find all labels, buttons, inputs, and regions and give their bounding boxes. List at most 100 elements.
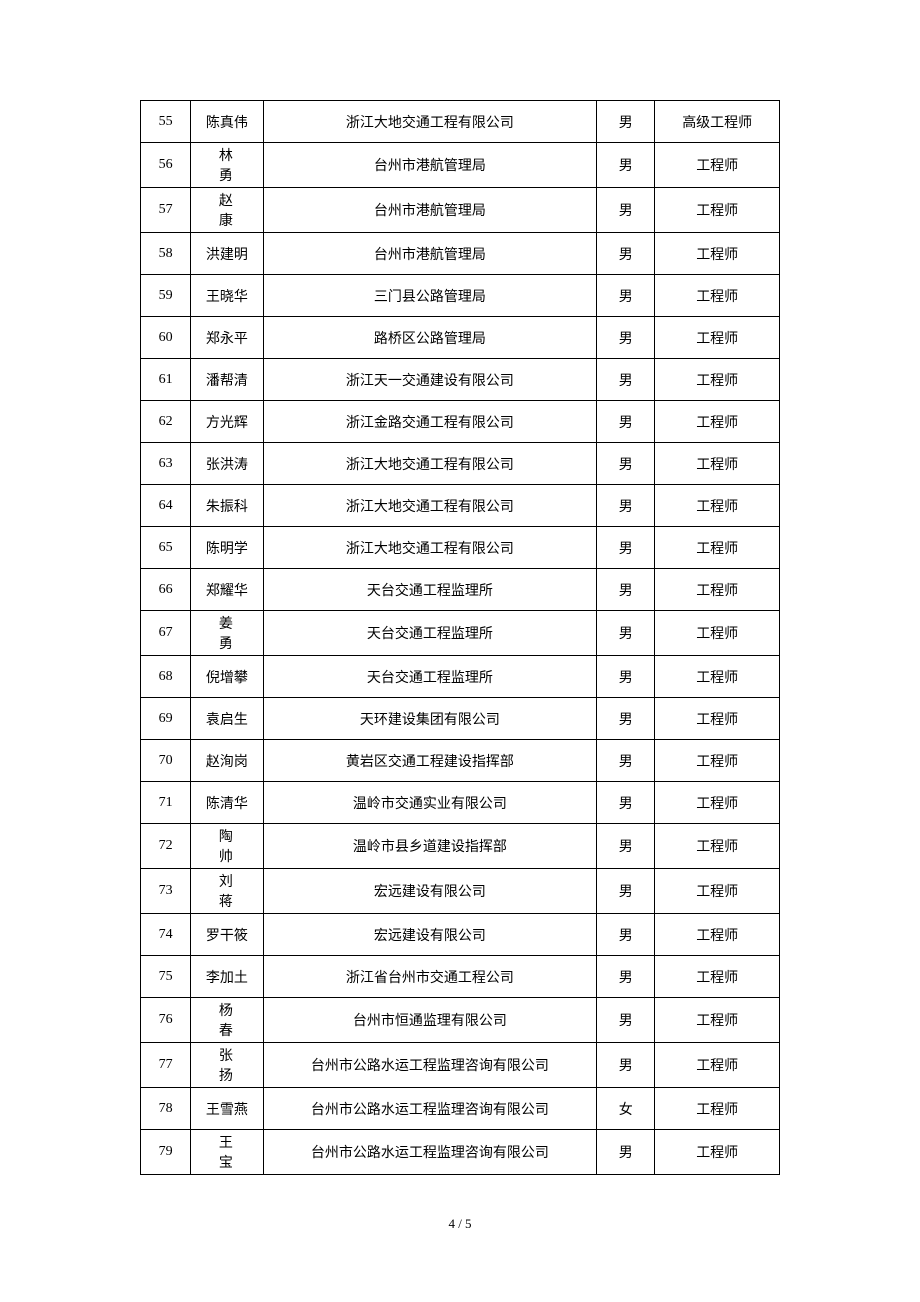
- cell-title: 工程师: [655, 1088, 780, 1130]
- cell-number: 65: [141, 527, 191, 569]
- cell-organization: 浙江大地交通工程有限公司: [263, 527, 597, 569]
- table-row: 69袁启生天环建设集团有限公司男工程师: [141, 698, 780, 740]
- table-row: 64朱振科浙江大地交通工程有限公司男工程师: [141, 485, 780, 527]
- cell-gender: 男: [597, 569, 655, 611]
- cell-gender: 男: [597, 485, 655, 527]
- cell-number: 67: [141, 611, 191, 656]
- cell-title: 工程师: [655, 233, 780, 275]
- cell-number: 60: [141, 317, 191, 359]
- cell-gender: 男: [597, 275, 655, 317]
- table-row: 55陈真伟浙江大地交通工程有限公司男高级工程师: [141, 101, 780, 143]
- cell-title: 工程师: [655, 656, 780, 698]
- cell-number: 72: [141, 824, 191, 869]
- table-row: 58洪建明台州市港航管理局男工程师: [141, 233, 780, 275]
- cell-number: 68: [141, 656, 191, 698]
- table-row: 57赵康台州市港航管理局男工程师: [141, 188, 780, 233]
- cell-gender: 男: [597, 914, 655, 956]
- cell-name: 赵康: [191, 188, 263, 233]
- table-row: 56林勇台州市港航管理局男工程师: [141, 143, 780, 188]
- cell-name: 郑永平: [191, 317, 263, 359]
- cell-number: 74: [141, 914, 191, 956]
- table-body: 55陈真伟浙江大地交通工程有限公司男高级工程师56林勇台州市港航管理局男工程师5…: [141, 101, 780, 1175]
- cell-name: 郑耀华: [191, 569, 263, 611]
- cell-organization: 浙江大地交通工程有限公司: [263, 485, 597, 527]
- cell-name: 李加土: [191, 956, 263, 998]
- cell-number: 63: [141, 443, 191, 485]
- cell-organization: 浙江大地交通工程有限公司: [263, 101, 597, 143]
- cell-title: 工程师: [655, 527, 780, 569]
- cell-organization: 浙江省台州市交通工程公司: [263, 956, 597, 998]
- cell-name: 王晓华: [191, 275, 263, 317]
- cell-gender: 男: [597, 869, 655, 914]
- cell-organization: 温岭市县乡道建设指挥部: [263, 824, 597, 869]
- table-row: 60郑永平路桥区公路管理局男工程师: [141, 317, 780, 359]
- table-row: 77张扬台州市公路水运工程监理咨询有限公司男工程师: [141, 1043, 780, 1088]
- cell-number: 73: [141, 869, 191, 914]
- table-row: 59王晓华三门县公路管理局男工程师: [141, 275, 780, 317]
- table-row: 79王宝台州市公路水运工程监理咨询有限公司男工程师: [141, 1130, 780, 1175]
- cell-gender: 男: [597, 317, 655, 359]
- cell-gender: 男: [597, 611, 655, 656]
- cell-organization: 天台交通工程监理所: [263, 569, 597, 611]
- cell-organization: 天环建设集团有限公司: [263, 698, 597, 740]
- cell-gender: 男: [597, 824, 655, 869]
- cell-organization: 台州市港航管理局: [263, 188, 597, 233]
- cell-number: 69: [141, 698, 191, 740]
- table-row: 72陶帅温岭市县乡道建设指挥部男工程师: [141, 824, 780, 869]
- page-container: 55陈真伟浙江大地交通工程有限公司男高级工程师56林勇台州市港航管理局男工程师5…: [0, 0, 920, 1235]
- cell-name: 袁启生: [191, 698, 263, 740]
- cell-name: 潘帮清: [191, 359, 263, 401]
- cell-gender: 男: [597, 233, 655, 275]
- cell-title: 工程师: [655, 698, 780, 740]
- cell-number: 70: [141, 740, 191, 782]
- table-row: 67姜勇天台交通工程监理所男工程师: [141, 611, 780, 656]
- cell-title: 工程师: [655, 443, 780, 485]
- cell-organization: 天台交通工程监理所: [263, 611, 597, 656]
- cell-title: 工程师: [655, 188, 780, 233]
- cell-organization: 台州市公路水运工程监理咨询有限公司: [263, 1088, 597, 1130]
- cell-organization: 台州市港航管理局: [263, 233, 597, 275]
- cell-number: 62: [141, 401, 191, 443]
- cell-organization: 温岭市交通实业有限公司: [263, 782, 597, 824]
- cell-name: 罗干筱: [191, 914, 263, 956]
- table-row: 78王雪燕台州市公路水运工程监理咨询有限公司女工程师: [141, 1088, 780, 1130]
- cell-gender: 男: [597, 188, 655, 233]
- cell-gender: 男: [597, 143, 655, 188]
- cell-organization: 台州市公路水运工程监理咨询有限公司: [263, 1043, 597, 1088]
- cell-title: 工程师: [655, 824, 780, 869]
- cell-title: 工程师: [655, 485, 780, 527]
- cell-organization: 台州市港航管理局: [263, 143, 597, 188]
- cell-gender: 男: [597, 527, 655, 569]
- table-row: 70赵洵岗黄岩区交通工程建设指挥部男工程师: [141, 740, 780, 782]
- page-number: 4 / 5: [0, 1216, 920, 1232]
- cell-number: 76: [141, 998, 191, 1043]
- cell-title: 工程师: [655, 1043, 780, 1088]
- cell-organization: 黄岩区交通工程建设指挥部: [263, 740, 597, 782]
- cell-number: 59: [141, 275, 191, 317]
- cell-name: 张洪涛: [191, 443, 263, 485]
- cell-name: 杨春: [191, 998, 263, 1043]
- cell-organization: 台州市公路水运工程监理咨询有限公司: [263, 1130, 597, 1175]
- cell-title: 工程师: [655, 740, 780, 782]
- cell-number: 79: [141, 1130, 191, 1175]
- cell-gender: 男: [597, 956, 655, 998]
- table-row: 66郑耀华天台交通工程监理所男工程师: [141, 569, 780, 611]
- cell-number: 57: [141, 188, 191, 233]
- cell-number: 78: [141, 1088, 191, 1130]
- cell-gender: 男: [597, 359, 655, 401]
- cell-title: 工程师: [655, 275, 780, 317]
- cell-number: 77: [141, 1043, 191, 1088]
- table-row: 65陈明学浙江大地交通工程有限公司男工程师: [141, 527, 780, 569]
- cell-title: 工程师: [655, 869, 780, 914]
- cell-name: 倪增攀: [191, 656, 263, 698]
- cell-name: 林勇: [191, 143, 263, 188]
- cell-gender: 男: [597, 443, 655, 485]
- cell-name: 陶帅: [191, 824, 263, 869]
- cell-title: 工程师: [655, 569, 780, 611]
- cell-gender: 男: [597, 998, 655, 1043]
- cell-title: 工程师: [655, 914, 780, 956]
- cell-gender: 男: [597, 1130, 655, 1175]
- cell-name: 姜勇: [191, 611, 263, 656]
- cell-name: 陈明学: [191, 527, 263, 569]
- table-row: 73刘蒋宏远建设有限公司男工程师: [141, 869, 780, 914]
